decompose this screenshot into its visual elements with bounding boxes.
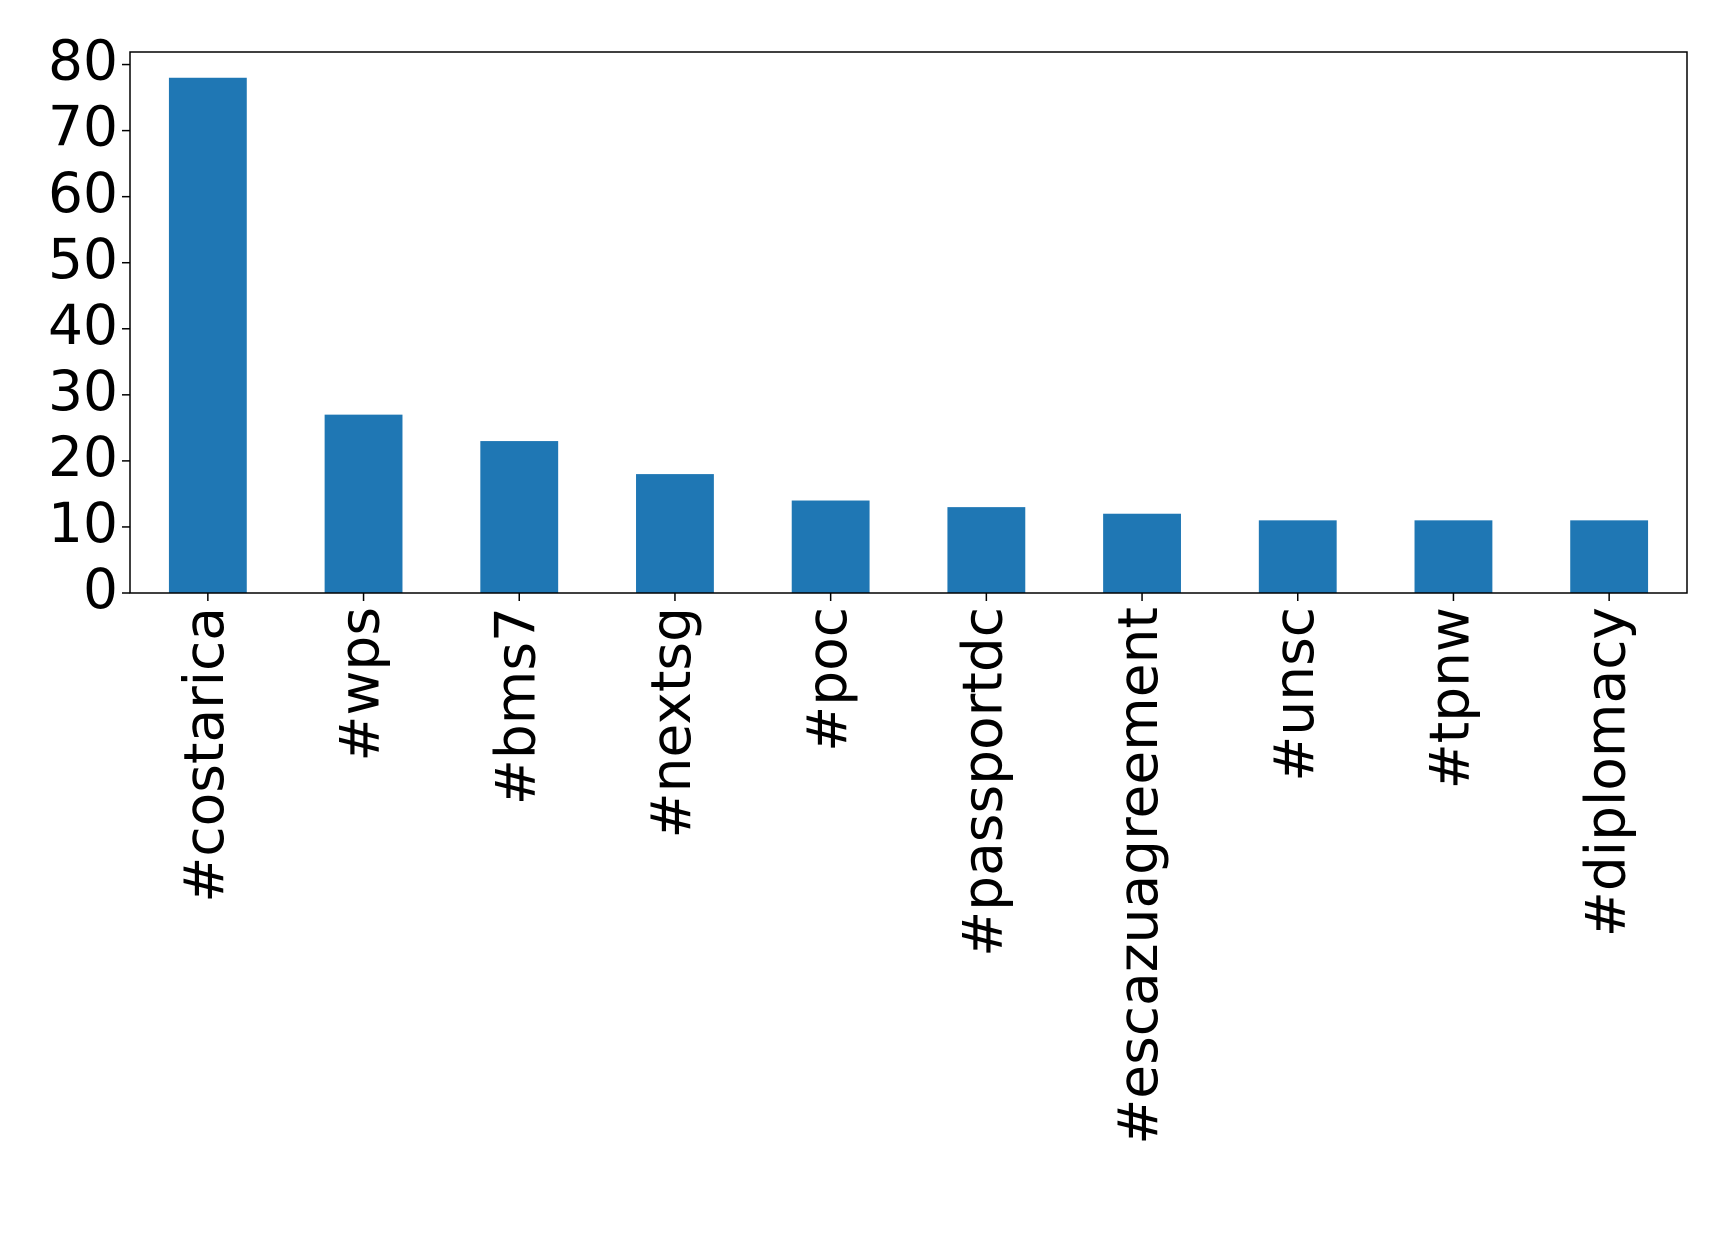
x-tick-label: #passportdc [950,607,1014,957]
y-tick-label: 40 [48,293,118,357]
y-tick-label: 20 [48,425,118,489]
x-tick-label: #escazuagreement [1106,607,1170,1145]
y-tick-label: 0 [83,557,118,621]
bar [1570,520,1649,593]
x-tick-label: #costarica [172,607,236,903]
y-tick-label: 30 [48,359,118,423]
plot-frame [129,51,1688,594]
bar [324,414,403,593]
y-tick-label: 60 [48,161,118,225]
bar [636,474,714,593]
y-tick-label: 10 [48,491,118,555]
x-tick-label: #tpnw [1418,607,1482,789]
x-tick-label: #wps [328,607,392,762]
x-tick-label: #bms7 [483,607,547,805]
x-tick-label: #nextsg [639,607,703,839]
bar [1103,513,1181,593]
y-tick-label: 50 [48,227,118,291]
bar [1414,520,1493,593]
bar [947,507,1026,593]
x-tick-label: #diplomacy [1573,607,1637,937]
y-tick-label: 70 [48,95,118,159]
bar [168,77,247,593]
x-tick-label: #unsc [1262,607,1326,782]
bar [1258,520,1337,593]
bar [480,441,559,593]
y-tick-label: 80 [48,29,118,93]
bar [791,500,870,593]
x-tick-label: #poc [795,607,859,752]
